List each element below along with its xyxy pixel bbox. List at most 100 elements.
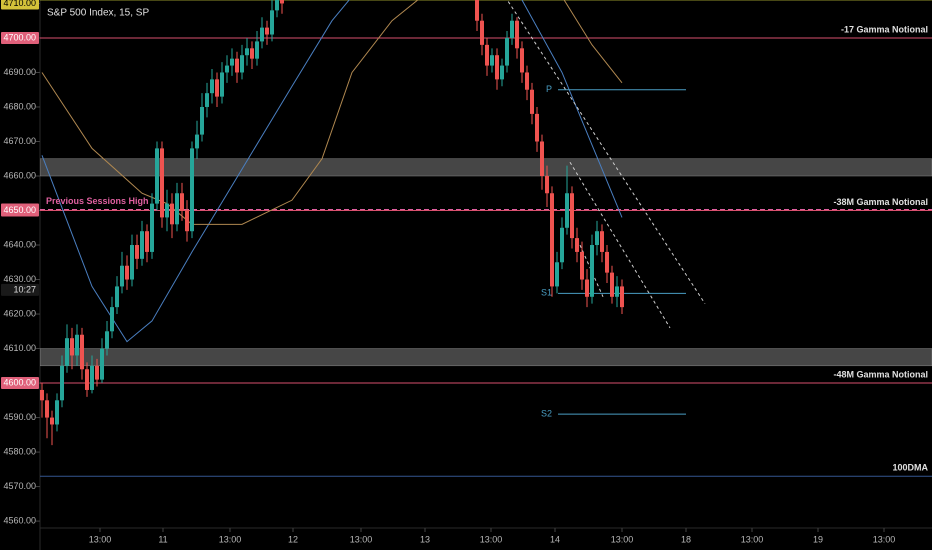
y-tick-label: 4610.00: [3, 343, 36, 353]
candle-body: [115, 286, 119, 308]
candle-body: [140, 231, 144, 259]
candle-body: [585, 279, 589, 297]
plot-area: [40, 0, 932, 477]
candle-body: [60, 365, 64, 401]
candle-body: [150, 203, 154, 252]
price-tag-label: 4650.00: [3, 205, 36, 215]
candle-body: [500, 65, 504, 80]
candle-body: [205, 93, 209, 107]
candle-body: [230, 58, 234, 66]
candle-body: [545, 176, 549, 194]
candle-body: [505, 37, 509, 66]
candle-body: [185, 210, 189, 232]
candle-body: [530, 89, 534, 114]
candle-body: [215, 79, 219, 97]
y-tick-label: 4690.00: [3, 67, 36, 77]
candle-body: [480, 20, 484, 45]
x-tick-label: 19: [813, 534, 823, 544]
y-tick-label: 4560.00: [3, 515, 36, 525]
candle-body: [155, 148, 159, 204]
candle-body: [590, 245, 594, 297]
moving-average: [563, 0, 623, 84]
x-tick-label: 13:00: [741, 534, 764, 544]
x-tick-label: 13:00: [219, 534, 242, 544]
x-tick-label: 13:00: [611, 534, 634, 544]
candle-body: [200, 106, 204, 135]
pivot-label: P: [546, 84, 552, 94]
candle-body: [610, 272, 614, 297]
candle-body: [550, 193, 554, 287]
candle-body: [75, 334, 79, 356]
price-tag-label: 10:27: [13, 284, 36, 294]
price-tag: [1, 377, 39, 390]
x-tick-label: 14: [550, 534, 560, 544]
candle-body: [615, 286, 619, 297]
candle-body: [595, 231, 599, 246]
x-tick-label: 13:00: [350, 534, 373, 544]
y-tick-label: 4660.00: [3, 170, 36, 180]
candle-body: [180, 193, 184, 211]
level-label: -48M Gamma Notional: [833, 369, 928, 379]
y-tick-label: 4680.00: [3, 101, 36, 111]
price-tag: [1, 31, 39, 44]
candle-body: [580, 251, 584, 280]
candle-body: [490, 55, 494, 66]
candle-body: [160, 148, 164, 218]
candle-body: [70, 338, 74, 356]
candle-body: [125, 265, 129, 280]
price-tag: [1, 204, 39, 217]
x-tick-label: 12: [288, 534, 298, 544]
candle-body: [485, 44, 489, 66]
candle-body: [515, 20, 519, 49]
candle-body: [120, 265, 124, 287]
candle-body: [170, 203, 174, 225]
candle-body: [175, 193, 179, 225]
x-tick-label: 13:00: [873, 534, 896, 544]
candle-body: [275, 0, 279, 11]
candle-body: [270, 10, 274, 35]
chart-title: S&P 500 Index, 15, SP: [47, 8, 149, 19]
candle-body: [195, 134, 199, 149]
pivot-label: S1: [541, 288, 552, 298]
y-tick-label: 4630.00: [3, 274, 36, 284]
candle-body: [95, 365, 99, 380]
moving-average: [41, 0, 419, 225]
x-tick-label: 18: [681, 534, 691, 544]
moving-average: [41, 0, 350, 343]
y-tick-label: 4580.00: [3, 446, 36, 456]
candle-body: [85, 369, 89, 390]
candle-body: [605, 251, 609, 273]
y-tick-label: 4670.00: [3, 136, 36, 146]
x-tick-label: 11: [158, 534, 167, 544]
level-label: 100DMA: [892, 463, 928, 473]
level-label: -17 Gamma Notional: [841, 24, 928, 34]
price-tag-label: 4710.00: [3, 0, 36, 8]
y-tick-label: 4570.00: [3, 481, 36, 491]
candle-body: [65, 338, 69, 366]
candle-body: [225, 65, 229, 73]
candle-body: [520, 48, 524, 73]
candle-body: [45, 400, 49, 418]
candle-body: [110, 307, 114, 332]
candle-body: [510, 20, 514, 38]
candle-body: [540, 141, 544, 176]
candle-body: [575, 238, 579, 252]
x-tick-label: 13:00: [89, 534, 112, 544]
candle-body: [565, 193, 569, 228]
zone: [40, 158, 932, 177]
candle-body: [220, 72, 224, 97]
candle-body: [80, 334, 84, 370]
price-tag: [1, 0, 39, 10]
candle-body: [130, 245, 134, 280]
candle-body: [260, 27, 264, 42]
candle-body: [555, 262, 559, 287]
candle-body: [475, 0, 479, 21]
x-tick-label: 13:00: [480, 534, 503, 544]
candle-body: [50, 417, 54, 425]
candle-body: [255, 41, 259, 59]
candle-body: [535, 113, 539, 142]
candle-body: [250, 48, 254, 59]
